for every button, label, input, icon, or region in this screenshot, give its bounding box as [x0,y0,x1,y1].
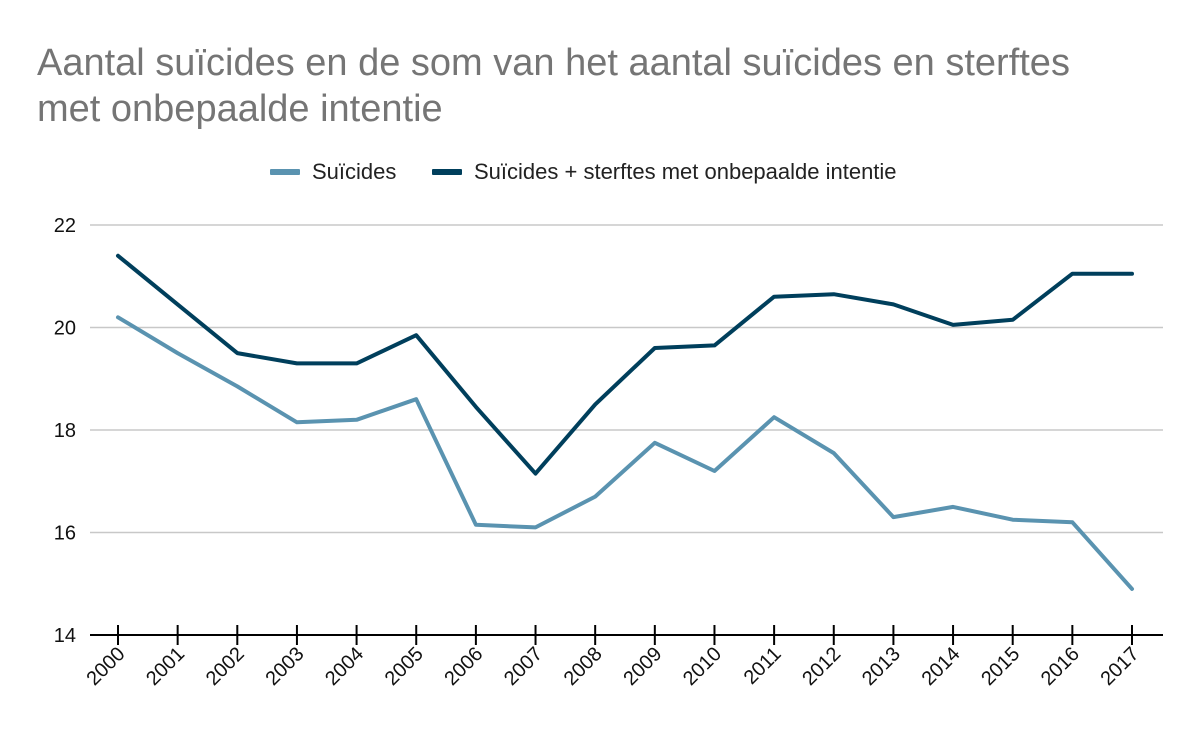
series-line-0 [116,315,1134,591]
y-tick-label-22: 22 [54,215,76,237]
x-tick-label-2005: 2005 [381,643,428,690]
x-tick-label-2008: 2008 [560,643,607,690]
chart-legend: Suïcides Suïcides + sterftes met onbepaa… [0,158,1200,186]
chart-title-line-1: Aantal suïcides en de som van het aantal… [37,42,1070,84]
x-tick-label-2013: 2013 [858,643,905,690]
x-tick-label-2014: 2014 [918,643,965,690]
y-tick-label-16: 16 [54,523,76,545]
x-tick-label-2000: 2000 [83,643,130,690]
legend-item-suicides-plus-undetermined: Suïcides + sterftes met onbepaalde inten… [432,158,897,186]
chart-title: Aantal suïcides en de som van het aantal… [37,40,1157,132]
x-tick-label-2009: 2009 [619,643,666,690]
legend-swatch-suicides-plus-undetermined [432,169,462,175]
x-tick-label-2017: 2017 [1097,643,1144,690]
x-tick-label-2015: 2015 [977,643,1024,690]
y-tick-label-20: 20 [54,318,76,340]
x-tick-label-2012: 2012 [798,643,845,690]
y-tick-label-18: 18 [54,420,76,442]
series-line-1 [116,253,1134,476]
legend-label-suicides-plus-undetermined: Suïcides + sterftes met onbepaalde inten… [474,159,897,184]
legend-swatch-suicides [270,169,300,175]
x-tick-label-2001: 2001 [142,643,189,690]
chart-title-line-2: met onbepaalde intentie [37,88,443,130]
x-tick-label-2010: 2010 [679,643,726,690]
x-tick-label-2007: 2007 [500,643,547,690]
x-tick-label-2002: 2002 [202,643,249,690]
x-tick-label-2006: 2006 [440,643,487,690]
x-tick-label-2004: 2004 [321,643,368,690]
y-tick-label-14: 14 [54,625,76,647]
x-tick-label-2011: 2011 [740,643,786,689]
x-tick-label-2003: 2003 [261,643,308,690]
legend-item-suicides: Suïcides [270,158,396,186]
x-tick-label-2016: 2016 [1037,643,1084,690]
legend-label-suicides: Suïcides [312,159,397,184]
